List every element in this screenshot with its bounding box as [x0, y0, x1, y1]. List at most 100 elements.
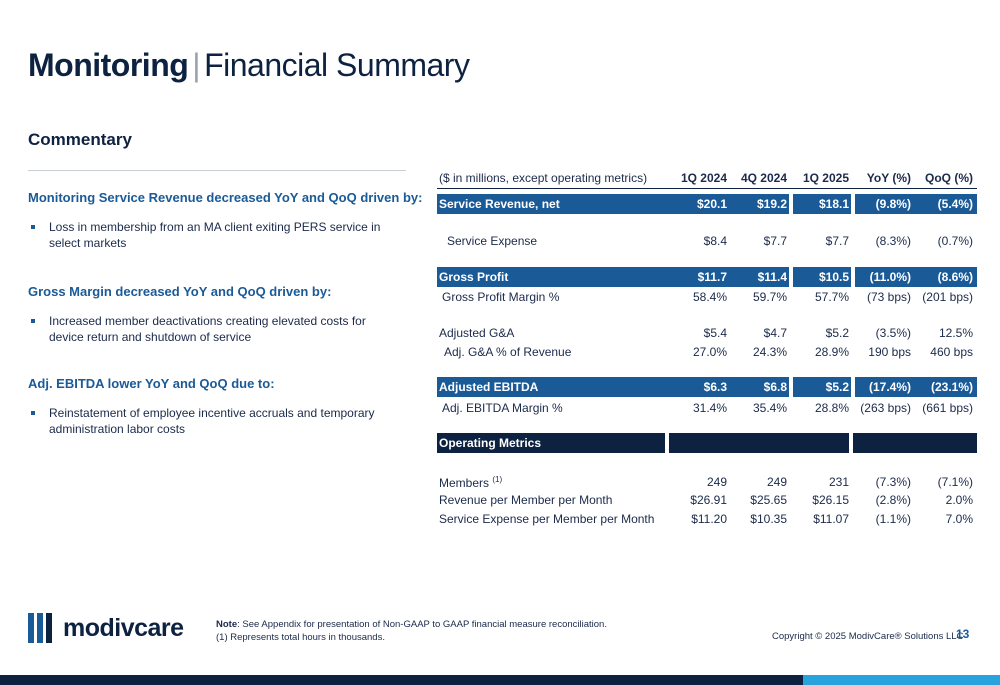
row-label: Gross Profit Margin %	[442, 290, 560, 304]
table-row-expense-per-member: Service Expense per Member per Month $11…	[437, 509, 977, 529]
cell: $6.8	[763, 380, 787, 394]
col-header: QoQ (%)	[925, 171, 973, 185]
row-label: Gross Profit	[439, 270, 509, 284]
cell: 31.4%	[692, 401, 727, 415]
row-label: Adj. G&A % of Revenue	[444, 345, 572, 359]
cell: (8.6%)	[937, 270, 973, 284]
bullet-text: Increased member deactivations creating …	[49, 314, 366, 344]
section-label: Operating Metrics	[439, 436, 542, 450]
commentary-heading: Commentary	[28, 130, 132, 149]
row-label: Adjusted G&A	[439, 326, 515, 340]
title-rest: Financial Summary	[204, 47, 470, 83]
cell: (0.7%)	[937, 234, 973, 248]
cell: $5.2	[825, 326, 849, 340]
cell: $19.2	[756, 197, 787, 211]
row-label: Service Revenue, net	[439, 197, 560, 211]
cell: $25.65	[750, 493, 787, 507]
table-row-ga-percent: Adj. G&A % of Revenue 27.0% 24.3% 28.9% …	[437, 342, 977, 362]
bullet-square-icon	[31, 225, 35, 229]
cell: 28.8%	[814, 401, 849, 415]
cell: (5.4%)	[937, 197, 973, 211]
cell: 28.9%	[814, 345, 849, 359]
logo-wordmark: modivcare	[63, 613, 184, 642]
cell: $10.5	[818, 270, 849, 284]
table-header-row: ($ in millions, except operating metrics…	[437, 168, 977, 189]
cell: (17.4%)	[868, 380, 911, 394]
cell: (11.0%)	[869, 270, 911, 284]
cell: $11.4	[757, 270, 787, 284]
cell: 12.5%	[938, 326, 973, 340]
table-section-operating-metrics: Operating Metrics	[437, 433, 977, 453]
cell: $26.91	[690, 493, 727, 507]
cell: $20.1	[696, 197, 727, 211]
cell: (661 bps)	[922, 401, 973, 415]
row-label: Service Expense	[447, 234, 538, 248]
cell: $6.3	[703, 380, 727, 394]
cell: $11.20	[691, 512, 727, 526]
cell: (3.5%)	[875, 326, 911, 340]
title-bold: Monitoring	[28, 47, 189, 83]
modivcare-logo: modivcare	[28, 613, 184, 643]
row-label: Adjusted EBITDA	[439, 380, 539, 394]
cell: (201 bps)	[922, 290, 973, 304]
col-header: YoY (%)	[866, 171, 911, 185]
col-header: 1Q 2024	[680, 171, 727, 185]
cell: $7.7	[763, 234, 787, 248]
table-row-service-expense: Service Expense $8.4 $7.7 $7.7 (8.3%) (0…	[437, 231, 977, 251]
cell: 27.0%	[692, 345, 727, 359]
cell: (1.1%)	[875, 512, 911, 526]
cell: 460 bps	[930, 345, 973, 359]
cell: $10.35	[750, 512, 787, 526]
cell: (73 bps)	[866, 290, 911, 304]
cell: $5.2	[825, 380, 849, 394]
cell: $18.1	[818, 197, 849, 211]
commentary-section-3-bullet: Reinstatement of employee incentive accr…	[28, 405, 389, 437]
col-header: 4Q 2024	[740, 171, 787, 185]
cell: 231	[828, 475, 849, 489]
cell: (7.3%)	[875, 475, 911, 489]
row-label: Service Expense per Member per Month	[439, 512, 655, 526]
cell: (9.8%)	[875, 197, 911, 211]
cell: 24.3%	[752, 345, 787, 359]
cell: (8.3%)	[875, 234, 911, 248]
table-row-adjusted-ga: Adjusted G&A $5.4 $4.7 $5.2 (3.5%) 12.5%	[437, 323, 977, 343]
title-separator: |	[192, 47, 201, 83]
note-label: Note	[216, 619, 238, 630]
bullet-square-icon	[31, 411, 35, 415]
table-row-revenue-per-member: Revenue per Member per Month $26.91 $25.…	[437, 490, 977, 510]
row-label: Members (1)	[439, 474, 503, 490]
cell: $5.4	[703, 326, 727, 340]
commentary-section-2-heading: Gross Margin decreased YoY and QoQ drive…	[28, 284, 332, 299]
note-text: : See Appendix for presentation of Non-G…	[237, 619, 607, 630]
commentary-section-2-bullet: Increased member deactivations creating …	[28, 313, 389, 345]
cell: 2.0%	[945, 493, 973, 507]
table-row-members: Members (1) 249 249 231 (7.3%) (7.1%)	[437, 472, 977, 492]
footnote: Note: See Appendix for presentation of N…	[216, 618, 607, 644]
cell: 57.7%	[814, 290, 849, 304]
note-line-2: (1) Represents total hours in thousands.	[216, 632, 385, 643]
cell: 7.0%	[945, 512, 973, 526]
commentary-section-3-heading: Adj. EBITDA lower YoY and QoQ due to:	[28, 376, 275, 391]
table-row-ebitda-margin: Adj. EBITDA Margin % 31.4% 35.4% 28.8% (…	[437, 398, 977, 418]
cell: 59.7%	[752, 290, 787, 304]
cell: $11.07	[813, 512, 849, 526]
cell: (2.8%)	[875, 493, 911, 507]
cell: $4.7	[763, 326, 787, 340]
logo-bars-icon	[28, 613, 55, 643]
bullet-text: Reinstatement of employee incentive accr…	[49, 406, 375, 436]
cell: 249	[706, 475, 727, 489]
table-row-service-revenue: Service Revenue, net $20.1 $19.2 $18.1 (…	[437, 194, 977, 214]
commentary-section-1-heading: Monitoring Service Revenue decreased YoY…	[28, 190, 423, 205]
table-row-gross-profit-margin: Gross Profit Margin % 58.4% 59.7% 57.7% …	[437, 287, 977, 307]
table-header-label: ($ in millions, except operating metrics…	[439, 171, 648, 185]
table-row-adjusted-ebitda: Adjusted EBITDA $6.3 $6.8 $5.2 (17.4%) (…	[437, 377, 977, 397]
cell: 190 bps	[868, 345, 911, 359]
page-number: 13	[956, 627, 970, 641]
cell: 249	[766, 475, 787, 489]
bottom-bar-light	[803, 675, 1000, 685]
cell: 35.4%	[752, 401, 787, 415]
bullet-text: Loss in membership from an MA client exi…	[49, 220, 381, 250]
cell: (7.1%)	[937, 475, 973, 489]
bullet-square-icon	[31, 319, 35, 323]
copyright: Copyright © 2025 ModivCare® Solutions LL…	[772, 631, 964, 642]
